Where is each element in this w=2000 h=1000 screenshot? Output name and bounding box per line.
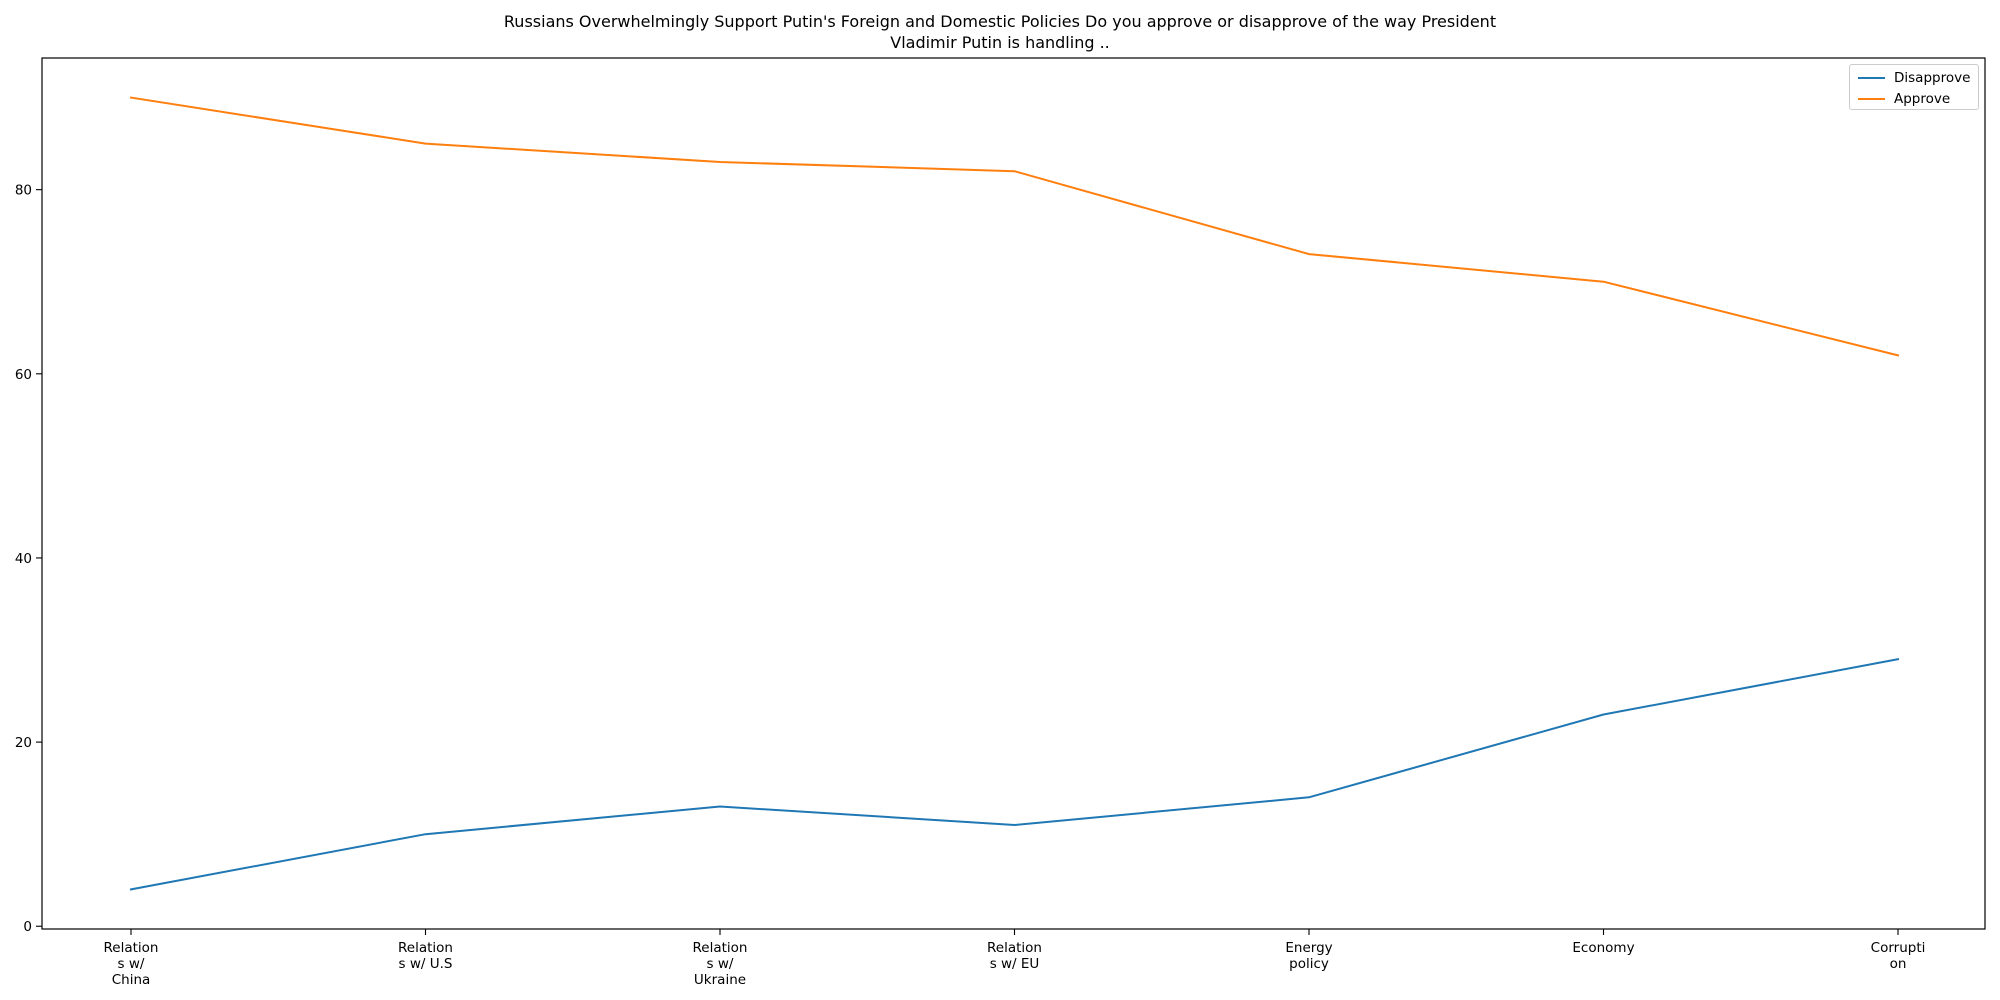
- series-line-approve: [129, 96, 1900, 357]
- x-tick-label-line: s w/: [118, 956, 145, 972]
- x-tick-label-line: s w/: [707, 956, 734, 972]
- series-layer: [129, 96, 1900, 891]
- x-tick-label-line: s w/ EU: [990, 956, 1040, 972]
- chart-title-line-2: Vladimir Putin is handling ..: [890, 33, 1110, 52]
- y-tick-label: 80: [15, 183, 32, 199]
- x-tick-label: Relation s w/China: [104, 940, 159, 988]
- y-tick-label: 40: [15, 551, 32, 567]
- x-tick-label: Relation s w/Ukraine: [693, 940, 748, 988]
- x-tick-label-line: policy: [1289, 956, 1329, 972]
- chart-title: Russians Overwhelmingly Support Putin's …: [400, 11, 1600, 53]
- legend-label-disapprove: Disapprove: [1894, 70, 1971, 86]
- legend-item-disapprove: Disapprove: [1858, 68, 1970, 88]
- x-tick-label-line: Relation: [398, 940, 453, 956]
- x-tick-label-line: Energy: [1285, 940, 1332, 956]
- x-tick-label-line: Relation: [693, 940, 748, 956]
- x-tick-label: Relation s w/ EU: [987, 940, 1042, 972]
- legend: Disapprove Approve: [1849, 64, 1979, 110]
- y-tick-label: 20: [15, 735, 32, 751]
- x-tick-label: Economy: [1572, 940, 1634, 956]
- legend-swatch-disapprove: [1858, 77, 1885, 79]
- legend-label-approve: Approve: [1894, 91, 1951, 107]
- x-tick-label-line: Economy: [1572, 940, 1634, 956]
- x-tick-label-line: Corrupti: [1871, 940, 1926, 956]
- x-tick-label: Corrupti on: [1871, 940, 1926, 972]
- x-tick-label-line: Relation: [987, 940, 1042, 956]
- legend-item-approve: Approve: [1858, 89, 1950, 109]
- x-tick-label-line: Ukraine: [694, 972, 746, 988]
- legend-swatch-approve: [1858, 98, 1885, 100]
- x-tick-label-line: on: [1890, 956, 1907, 972]
- x-tick-label: Relation s w/ U.S: [398, 940, 453, 972]
- x-tick-label-line: s w/ U.S: [399, 956, 453, 972]
- y-tick-label: 0: [23, 919, 32, 935]
- x-tick-label-line: China: [112, 972, 151, 988]
- y-axis: 0 20 40 60 80: [15, 183, 42, 935]
- y-tick-label: 60: [15, 367, 32, 383]
- plot-area-frame: [41, 57, 1986, 930]
- chart-title-line-1: Russians Overwhelmingly Support Putin's …: [503, 12, 1497, 31]
- series-line-disapprove: [129, 658, 1900, 891]
- x-tick-label-line: Relation: [104, 940, 159, 956]
- x-tick-label: Energy policy: [1285, 940, 1332, 972]
